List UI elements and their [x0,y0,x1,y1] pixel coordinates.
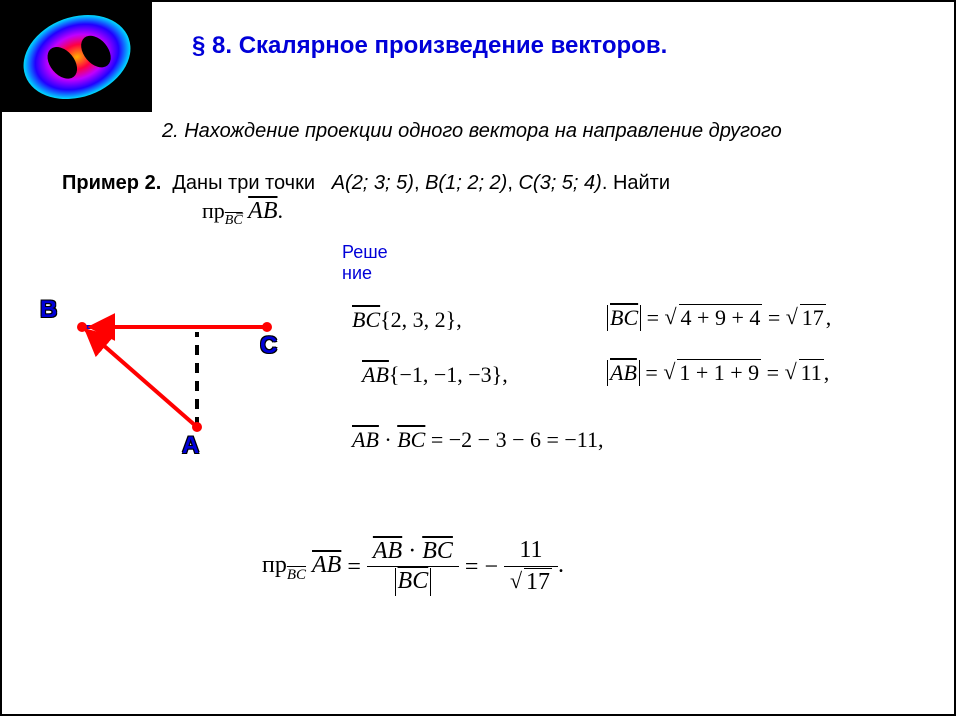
ab-v: AB [362,362,389,387]
example-label: Пример 2. [62,172,161,194]
solution-label: Реше ние [342,242,422,284]
res-rnum: 11 [504,537,558,566]
proj-prefix: пр [202,198,225,223]
dot-lhs2: BC [397,427,425,452]
res-rden: 17 [524,568,552,597]
point-b: B(1; 2; 2) [425,172,507,194]
slide-frame: § 8. Скалярное произведение векторов. 2.… [0,0,956,716]
bc-components: BC{2, 3, 2}, [352,307,462,333]
corner-decoration [2,2,152,112]
point-c-dot [262,322,272,332]
bc-mag-sum: 4 + 9 + 4 [679,304,763,331]
res-sub: BC [287,567,306,583]
ab-magnitude: AB = 1 + 1 + 9 = 11, [607,359,829,386]
point-a: A(2; 3; 5) [332,172,414,194]
final-result: прBC AB = AB · BC BC = − 11 17 . [262,537,564,596]
res-arg: AB [312,552,341,578]
res-num2: BC [422,538,453,564]
example-body: Даны три точки [172,172,315,194]
res-minus: − [484,554,498,580]
label-a: A [182,432,199,460]
bc-mag-v: BC [610,305,638,330]
bc-mag-res: 17 [800,304,826,331]
ab-mag-sum: 1 + 1 + 9 [677,359,761,386]
dot-product: AB · BC = −2 − 3 − 6 = −11, [352,427,604,453]
bc-v: BC [352,307,380,332]
ab-mag-v: AB [610,360,637,385]
ab-comp: {−1, −1, −3}, [389,362,508,387]
res-den: BC [398,568,429,594]
section-title: § 8. Скалярное произведение векторов. [192,32,667,60]
vector-diagram: B C A [42,282,322,482]
point-c: C(3; 5; 4) [518,172,601,194]
point-b-dot [77,322,87,332]
bc-comp: {2, 3, 2}, [380,307,462,332]
res-num1: AB [373,538,402,564]
point-a-dot [192,422,202,432]
dot-lhs1: AB [352,427,379,452]
dot-expr: −2 − 3 − 6 = −11, [449,427,604,452]
label-c: C [260,332,277,360]
proj-dot: . [278,198,284,223]
example-trail: . Найти [602,172,670,194]
proj-sub: BC̅ [225,213,243,228]
subtitle: 2. Нахождение проекции одного вектора на… [162,120,782,143]
res-prefix: пр [262,552,287,578]
res-dot: . [558,552,564,578]
proj-arg: AB [248,198,277,224]
ab-mag-res: 11 [799,359,824,386]
bc-magnitude: BC = 4 + 9 + 4 = 17, [607,304,831,331]
ab-components: AB{−1, −1, −3}, [362,362,508,388]
projection-expression: прBC̅ AB. [202,198,283,225]
vector-ab [86,330,197,427]
example-statement: Пример 2. Даны три точки A(2; 3; 5), B(1… [62,172,670,195]
label-b: B [40,296,57,324]
